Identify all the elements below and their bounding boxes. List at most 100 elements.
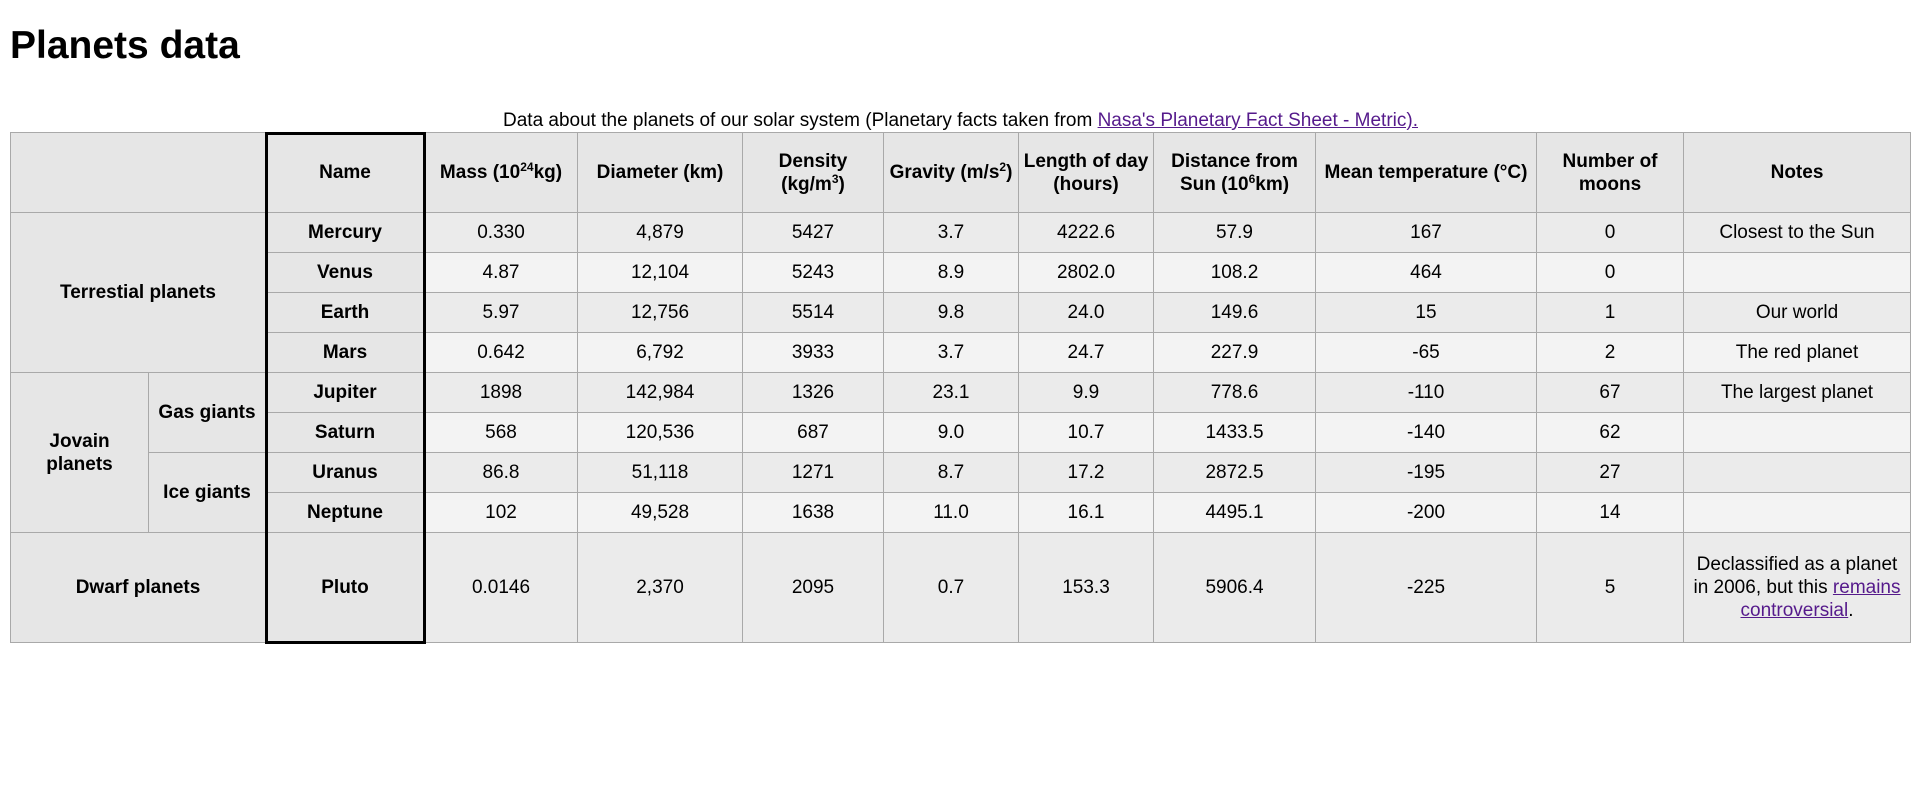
diameter-cell: 2,370	[577, 532, 743, 643]
temperature-cell: 464	[1315, 252, 1537, 293]
density-cell: 1638	[742, 492, 884, 533]
header-row: Name Mass (1024kg) Diameter (km) Density…	[10, 132, 1911, 213]
mass-cell: 0.0146	[424, 532, 578, 643]
gravity-cell: 8.9	[883, 252, 1019, 293]
day-cell: 16.1	[1018, 492, 1154, 533]
group-dwarf: Dwarf planets	[10, 532, 266, 643]
density-cell: 2095	[742, 532, 884, 643]
group-ice-giants: Ice giants	[148, 452, 266, 533]
mass-header-prefix: Mass (10	[439, 162, 521, 183]
distance-header-prefix: Distance from Sun (10	[1171, 150, 1298, 195]
day-cell: 153.3	[1018, 532, 1154, 643]
planets-table: Data about the planets of our solar syst…	[10, 110, 1911, 643]
density-cell: 5243	[742, 252, 884, 293]
density-cell: 3933	[742, 332, 884, 373]
gravity-cell: 8.7	[883, 452, 1019, 493]
diameter-cell: 6,792	[577, 332, 743, 373]
planet-name: Saturn	[265, 412, 425, 453]
group-terrestrial: Terrestial planets	[10, 212, 266, 373]
mass-header: Mass (1024kg)	[424, 132, 578, 213]
diameter-cell: 12,104	[577, 252, 743, 293]
day-cell: 24.0	[1018, 292, 1154, 333]
diameter-header: Diameter (km)	[577, 132, 743, 213]
notes-cell: Closest to the Sun	[1683, 212, 1911, 253]
density-header: Density (kg/m3)	[742, 132, 884, 213]
temperature-cell: -110	[1315, 372, 1537, 413]
planet-name: Mars	[265, 332, 425, 373]
moons-cell: 67	[1536, 372, 1684, 413]
density-cell: 1271	[742, 452, 884, 493]
gravity-header-sup: 2	[999, 160, 1007, 174]
table-row: Ice giants Uranus 86.8 51,118 1271 8.7 1…	[11, 452, 1911, 533]
moons-cell: 1	[1536, 292, 1684, 333]
mass-cell: 1898	[424, 372, 578, 413]
distance-cell: 108.2	[1153, 252, 1316, 293]
caption-text: Data about the planets of our solar syst…	[503, 110, 1098, 131]
length-of-day-header: Length of day (hours)	[1018, 132, 1154, 213]
day-cell: 17.2	[1018, 452, 1154, 493]
planet-name: Venus	[265, 252, 425, 293]
gravity-header-prefix: Gravity (m/s	[889, 162, 1000, 183]
planet-name: Uranus	[265, 452, 425, 493]
moons-cell: 5	[1536, 532, 1684, 643]
notes-cell	[1683, 492, 1911, 533]
notes-header: Notes	[1683, 132, 1911, 213]
planet-name: Earth	[265, 292, 425, 333]
density-cell: 5427	[742, 212, 884, 253]
density-cell: 5514	[742, 292, 884, 333]
gravity-header: Gravity (m/s2)	[883, 132, 1019, 213]
notes-cell: Declassified as a planet in 2006, but th…	[1683, 532, 1911, 643]
diameter-cell: 49,528	[577, 492, 743, 533]
remains-controversial-link[interactable]: remains controversial	[1740, 577, 1901, 621]
diameter-cell: 142,984	[577, 372, 743, 413]
distance-header-suffix: km)	[1255, 173, 1290, 195]
notes-cell	[1683, 452, 1911, 493]
distance-cell: 5906.4	[1153, 532, 1316, 643]
density-header-sup: 3	[831, 171, 839, 186]
temperature-cell: -195	[1315, 452, 1537, 493]
nasa-fact-sheet-link[interactable]: Nasa's Planetary Fact Sheet - Metric).	[1097, 110, 1418, 131]
distance-cell: 227.9	[1153, 332, 1316, 373]
day-cell: 24.7	[1018, 332, 1154, 373]
mass-header-suffix: kg)	[533, 162, 563, 183]
distance-cell: 57.9	[1153, 212, 1316, 253]
distance-cell: 4495.1	[1153, 492, 1316, 533]
diameter-cell: 4,879	[577, 212, 743, 253]
empty-header-cell	[10, 132, 266, 213]
mass-header-sup: 24	[520, 160, 534, 174]
temperature-cell: 15	[1315, 292, 1537, 333]
mass-cell: 0.330	[424, 212, 578, 253]
notes-cell: Our world	[1683, 292, 1911, 333]
table-row: Terrestial planets Mercury 0.330 4,879 5…	[10, 212, 1911, 373]
table-caption: Data about the planets of our solar syst…	[10, 110, 1911, 132]
temperature-cell: 167	[1315, 212, 1537, 253]
mass-cell: 86.8	[424, 452, 578, 493]
table-row: Dwarf planets Pluto 0.0146 2,370 2095 0.…	[10, 532, 1911, 643]
temperature-cell: -225	[1315, 532, 1537, 643]
gravity-header-suffix: )	[1006, 162, 1013, 183]
distance-cell: 1433.5	[1153, 412, 1316, 453]
notes-cell	[1683, 252, 1911, 293]
diameter-cell: 120,536	[577, 412, 743, 453]
mass-cell: 568	[424, 412, 578, 453]
moons-cell: 0	[1536, 252, 1684, 293]
density-header-suffix: )	[838, 173, 845, 195]
gravity-cell: 9.0	[883, 412, 1019, 453]
notes-cell	[1683, 412, 1911, 453]
pluto-notes-text: Declassified as a planet in 2006, but th…	[1693, 554, 1898, 598]
temperature-cell: -65	[1315, 332, 1537, 373]
day-cell: 4222.6	[1018, 212, 1154, 253]
density-header-prefix: Density (kg/m	[778, 150, 848, 195]
temperature-cell: -140	[1315, 412, 1537, 453]
moons-cell: 62	[1536, 412, 1684, 453]
table-row: Saturn 568 120,536 687 9.0 10.7 1433.5 -…	[11, 412, 1911, 453]
distance-cell: 2872.5	[1153, 452, 1316, 493]
mean-temperature-header: Mean temperature (°C)	[1315, 132, 1537, 213]
table-row: Jovain planets Gas giants Jupiter 1898 1…	[10, 372, 1911, 533]
distance-header-sup: 6	[1248, 171, 1256, 186]
page: Planets data Data about the planets of o…	[10, 24, 1911, 643]
group-jovian: Jovain planets	[10, 372, 149, 533]
density-cell: 687	[742, 412, 884, 453]
distance-cell: 149.6	[1153, 292, 1316, 333]
notes-cell: The red planet	[1683, 332, 1911, 373]
